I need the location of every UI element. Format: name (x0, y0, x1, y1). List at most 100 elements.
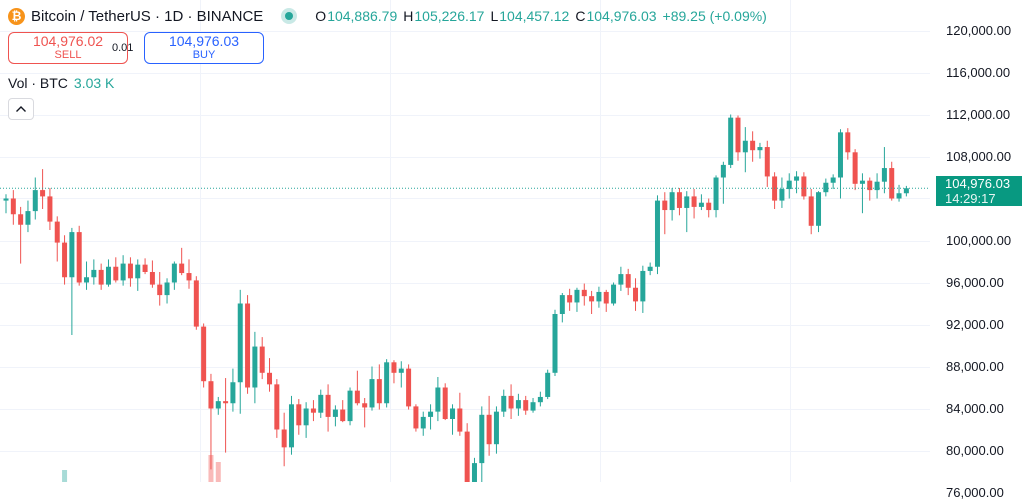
candle-body (640, 270, 646, 302)
candle (171, 261, 177, 290)
candle (91, 259, 97, 285)
candle (288, 395, 294, 455)
candle-body (54, 221, 60, 243)
candle (362, 398, 368, 428)
candle-body (684, 196, 690, 208)
candle-body (633, 287, 639, 302)
candle (310, 400, 316, 422)
candle (223, 378, 229, 453)
candle-body (589, 296, 595, 302)
candle (603, 289, 609, 312)
candle (40, 169, 46, 209)
candle-body (398, 368, 404, 373)
buy-price: 104,976.03 (168, 33, 240, 49)
candle-body (245, 303, 251, 388)
volume-legend: Vol · BTC 3.03 K (8, 75, 114, 91)
candle-body (552, 314, 558, 373)
candle-body (406, 368, 412, 407)
candle-body (750, 140, 756, 151)
candle-body (698, 202, 704, 207)
candle-body (303, 408, 309, 426)
candle (84, 261, 90, 290)
candle-body (903, 188, 909, 194)
candle-body (450, 408, 456, 419)
candle (493, 406, 499, 454)
candle (830, 174, 836, 190)
candle-body (720, 164, 726, 178)
candle (76, 225, 82, 286)
candle (69, 227, 75, 335)
candle (215, 396, 221, 415)
sell-label: SELL (54, 49, 82, 61)
candle-body (764, 147, 770, 177)
candle (471, 457, 477, 482)
candle (384, 359, 390, 408)
candle-body (193, 280, 199, 327)
candle-body (501, 395, 507, 412)
candle-body (493, 411, 499, 445)
candle (845, 128, 851, 160)
candle (633, 278, 639, 311)
volume-bar (62, 470, 68, 482)
candle-body (340, 409, 346, 422)
candle-body (611, 284, 617, 304)
candle-body (523, 400, 529, 411)
candle (596, 286, 602, 308)
y-tick-label: 76,000.00 (946, 484, 1004, 500)
high-key: H (403, 8, 414, 24)
buy-button[interactable]: 104,976.03 BUY (144, 32, 264, 64)
candle (164, 278, 170, 304)
candle (237, 289, 243, 414)
candle (530, 398, 536, 413)
candle-body (508, 395, 514, 409)
candle (369, 366, 375, 411)
candle (567, 288, 573, 311)
sell-button[interactable]: 104,976.02 SELL (8, 32, 128, 64)
candle-body (223, 401, 229, 404)
candles (3, 114, 909, 482)
candle-body (515, 400, 521, 409)
candle (332, 405, 338, 427)
chart-legend: ₿ Bitcoin / TetherUS · 1D · BINANCE O 104… (8, 6, 767, 26)
volume-bars (62, 455, 221, 482)
candle (464, 423, 470, 482)
candle (501, 389, 507, 417)
candle (837, 129, 843, 199)
candle (428, 404, 434, 430)
collapse-legend-button[interactable] (8, 98, 34, 120)
candle (662, 192, 668, 235)
candle-body (816, 192, 822, 226)
candle (889, 161, 895, 201)
candle (10, 190, 16, 225)
candle-body (852, 152, 858, 184)
candle (691, 189, 697, 219)
candlestick-chart[interactable] (0, 0, 1024, 482)
change-value: +89.25 (+0.09%) (662, 8, 767, 24)
candle-body (391, 362, 397, 373)
candle-body (208, 381, 214, 409)
candle (750, 131, 756, 162)
candle (757, 142, 763, 159)
candle-body (545, 372, 551, 397)
candle (32, 177, 38, 220)
candle (450, 404, 456, 435)
candle-body (691, 196, 697, 207)
candle-body (120, 263, 126, 281)
candle (347, 387, 353, 426)
candle (801, 172, 807, 200)
candle-body (845, 132, 851, 153)
candle (252, 331, 258, 404)
low-value: 104,457.12 (499, 8, 570, 24)
candle (764, 140, 770, 187)
candle-body (113, 266, 119, 281)
symbol-title[interactable]: Bitcoin / TetherUS · 1D · BINANCE (31, 7, 264, 25)
candle-body (581, 289, 587, 297)
candle (728, 114, 734, 169)
candle (413, 404, 419, 432)
candle-body (259, 346, 265, 373)
y-tick-label: 108,000.00 (946, 148, 1012, 164)
last-price-value: 104,976.03 (945, 176, 1011, 191)
candle-body (40, 190, 46, 197)
candle (874, 173, 880, 199)
candle (486, 395, 492, 456)
